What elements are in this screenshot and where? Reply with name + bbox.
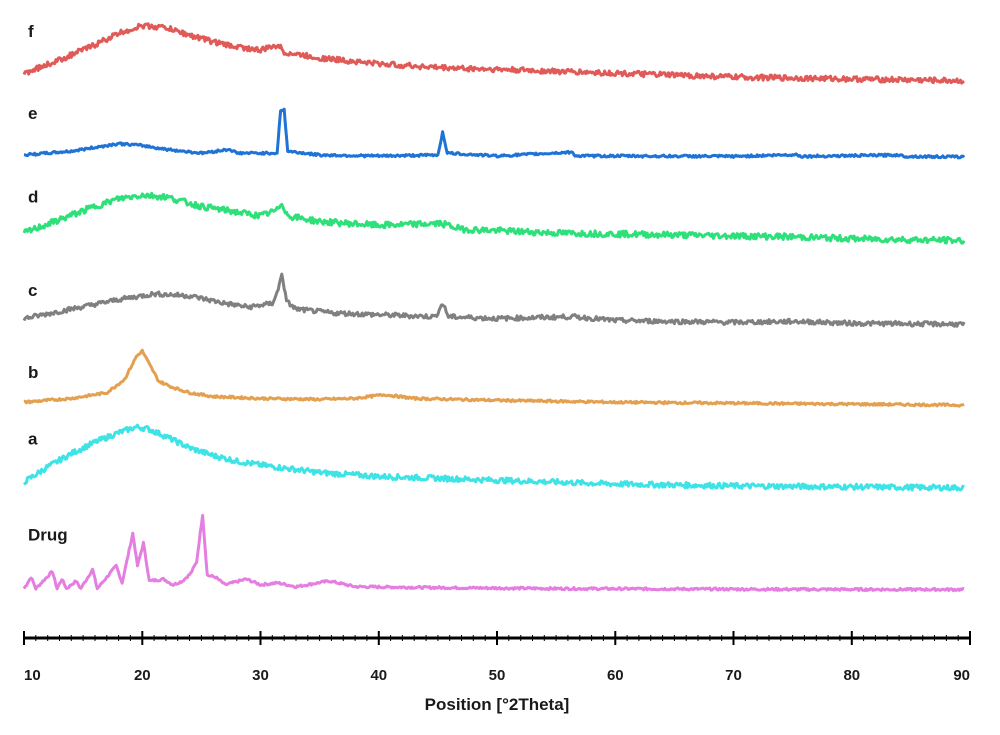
trace-d [22,191,966,245]
x-ticks-group [23,631,971,645]
x-tick-label: 90 [953,667,970,684]
trace-labels-group: Drug a b c d e f [28,22,68,545]
trace-label-drug: Drug [28,526,68,545]
x-axis-title: Position [°2Theta] [425,695,570,714]
trace-a [22,423,965,492]
x-tick-label: 80 [843,667,860,684]
trace-label-c: c [28,281,37,300]
trace-label-d: d [28,188,38,207]
x-tick-labels-group: 10 20 30 40 50 60 70 80 90 [24,667,970,684]
x-tick-label: 60 [607,667,624,684]
trace-label-f: f [28,22,34,41]
trace-label-e: e [28,104,37,123]
trace-label-b: b [28,363,38,382]
trace-label-a: a [28,430,38,449]
trace-e [23,107,966,160]
traces-group [22,22,966,593]
trace-b [23,348,965,408]
trace-drug [22,513,965,593]
x-tick-label: 30 [252,667,269,684]
x-tick-label: 20 [134,667,151,684]
trace-c [22,272,966,328]
x-axis: 10 20 30 40 50 60 70 80 90 Position [°2Theta] [23,631,971,714]
x-tick-label: 10 [24,667,41,684]
trace-f [22,22,965,85]
x-tick-label: 40 [370,667,387,684]
x-tick-label: 50 [489,667,506,684]
x-tick-label: 70 [725,667,742,684]
